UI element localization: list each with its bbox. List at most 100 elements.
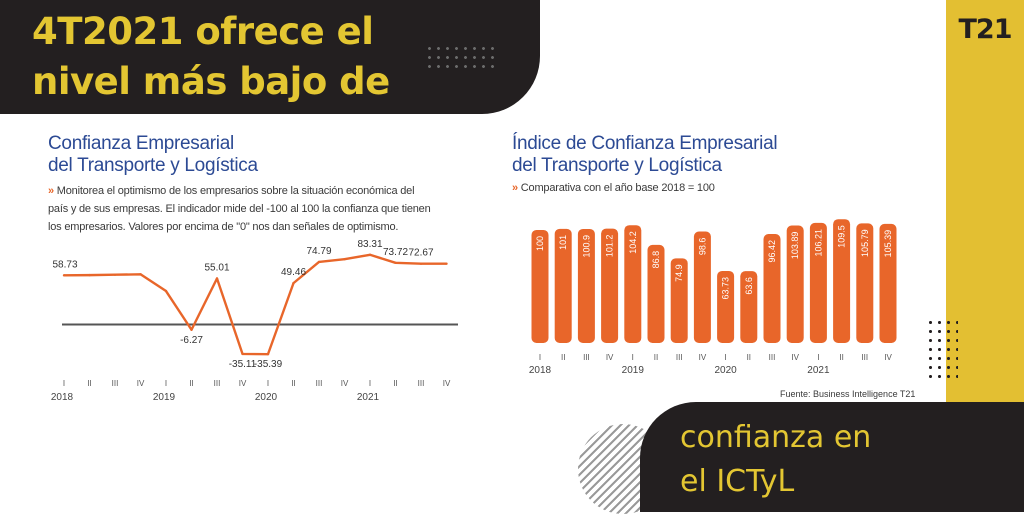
bar <box>717 270 735 343</box>
bar-value-label: 109.5 <box>837 225 847 248</box>
bar <box>740 271 758 343</box>
quarter-tick-label: II <box>561 353 565 362</box>
bar-chart: 100I101II100.9III101.2IV104.2I86.8II74.9… <box>529 219 897 376</box>
line-chart-description: » Monitorea el optimismo de los empresar… <box>48 182 431 236</box>
quarter-tick-label: I <box>63 379 65 388</box>
bar-value-label: 100.9 <box>581 235 591 258</box>
data-point <box>215 277 219 280</box>
headline-line-1: 4T2021 ofrece el <box>32 10 374 53</box>
data-label: 49.46 <box>281 267 306 278</box>
line-chart: 58.73I II III IV I-6.27II55.01III-35.11IV-35… <box>51 240 458 403</box>
bar <box>856 223 874 343</box>
data-point <box>139 273 142 276</box>
year-label: 2021 <box>357 392 380 403</box>
quarter-tick-label: IV <box>606 353 614 362</box>
data-point <box>445 262 448 265</box>
bar-value-label: 98.6 <box>697 238 707 256</box>
year-label: 2021 <box>807 365 830 376</box>
bar <box>647 244 665 343</box>
bar-value-label: 106.21 <box>813 229 823 257</box>
data-label: 72.67 <box>408 248 433 259</box>
bar-chart-title: Índice de Confianza Empresarial del Tran… <box>512 133 778 177</box>
quarter-tick-label: III <box>861 353 868 362</box>
data-label: 55.01 <box>204 262 229 273</box>
quarter-tick-label: II <box>189 379 193 388</box>
quarter-tick-label: I <box>267 379 269 388</box>
bar <box>601 228 619 343</box>
bar-value-label: 103.89 <box>790 232 800 260</box>
bar <box>693 231 711 343</box>
data-point <box>241 352 244 356</box>
bar <box>833 219 851 343</box>
quarter-tick-label: I <box>817 353 819 362</box>
bar <box>879 223 897 343</box>
bar-value-label: 101.2 <box>605 235 615 258</box>
headline-line-2: nivel más bajo de <box>32 60 390 103</box>
bar-value-label: 74.9 <box>674 264 684 282</box>
desc-arrow-icon: » <box>48 185 54 197</box>
side-accent-bar <box>946 0 1024 412</box>
series-line <box>63 253 447 356</box>
t21-logo: T21 <box>958 14 1013 45</box>
data-label: -35.11 <box>229 359 257 370</box>
data-point <box>113 273 117 276</box>
data-point <box>62 274 66 277</box>
bar-value-label: 63.6 <box>744 277 754 295</box>
quarter-tick-label: I <box>724 353 726 362</box>
bar <box>577 228 595 343</box>
quarter-tick-label: III <box>418 379 425 388</box>
bar <box>786 225 804 343</box>
bar-chart-subtitle: » Comparativa con el año base 2018 = 100 <box>512 179 715 197</box>
bar-value-label: 101 <box>558 235 568 250</box>
subtitle-text: Comparativa con el año base 2018 = 100 <box>520 182 715 194</box>
quarter-tick-label: IV <box>341 379 349 388</box>
data-label: 83.31 <box>357 240 382 250</box>
quarter-tick-label: III <box>583 353 590 362</box>
year-label: 2019 <box>622 365 645 376</box>
data-label: -6.27 <box>180 335 203 346</box>
quarter-tick-label: IV <box>699 353 707 362</box>
quarter-tick-label: I <box>369 379 371 388</box>
bar-value-label: 96.42 <box>767 240 777 263</box>
bar-chart-title-line-1: Índice de Confianza Empresarial <box>512 133 778 154</box>
year-label: 2020 <box>255 392 278 403</box>
year-label: 2019 <box>153 392 176 403</box>
bar <box>554 228 572 343</box>
data-label: -35.39 <box>254 359 283 370</box>
footer-line-1: confianza en <box>680 420 872 455</box>
quarter-tick-label: III <box>112 379 119 388</box>
data-point <box>394 261 397 265</box>
data-point <box>88 273 91 277</box>
subtitle-arrow-icon: » <box>512 182 518 194</box>
dot-pattern-top <box>425 44 497 72</box>
quarter-tick-label: III <box>769 353 776 362</box>
footer-banner: confianza en el ICTyL <box>640 402 1024 512</box>
data-point <box>419 262 423 265</box>
quarter-tick-label: III <box>676 353 683 362</box>
dot-pattern-side <box>926 318 958 384</box>
year-label: 2018 <box>529 365 552 376</box>
line-chart-title-line-2: del Transporte y Logística <box>48 155 258 176</box>
data-point <box>343 258 346 261</box>
quarter-tick-label: IV <box>884 353 892 362</box>
bar-value-label: 86.8 <box>651 251 661 269</box>
source-note: Fuente: Business Intelligence T21 <box>780 389 916 399</box>
desc-line-3: los empresarios. Valores por encima de "… <box>48 221 399 233</box>
bar <box>763 234 781 343</box>
quarter-tick-label: I <box>632 353 634 362</box>
data-point <box>292 281 295 285</box>
bar-value-label: 63.73 <box>721 277 731 300</box>
year-label: 2018 <box>51 392 74 403</box>
bar <box>670 258 688 343</box>
data-label: 73.72 <box>383 247 408 258</box>
quarter-tick-label: IV <box>443 379 451 388</box>
quarter-tick-label: I <box>165 379 167 388</box>
bar <box>531 229 549 343</box>
quarter-tick-label: II <box>87 379 91 388</box>
quarter-tick-label: II <box>839 353 843 362</box>
quarter-tick-label: III <box>214 379 221 388</box>
data-point <box>164 289 168 293</box>
data-label: 74.79 <box>306 246 331 257</box>
data-point <box>368 253 372 256</box>
quarter-tick-label: IV <box>137 379 145 388</box>
